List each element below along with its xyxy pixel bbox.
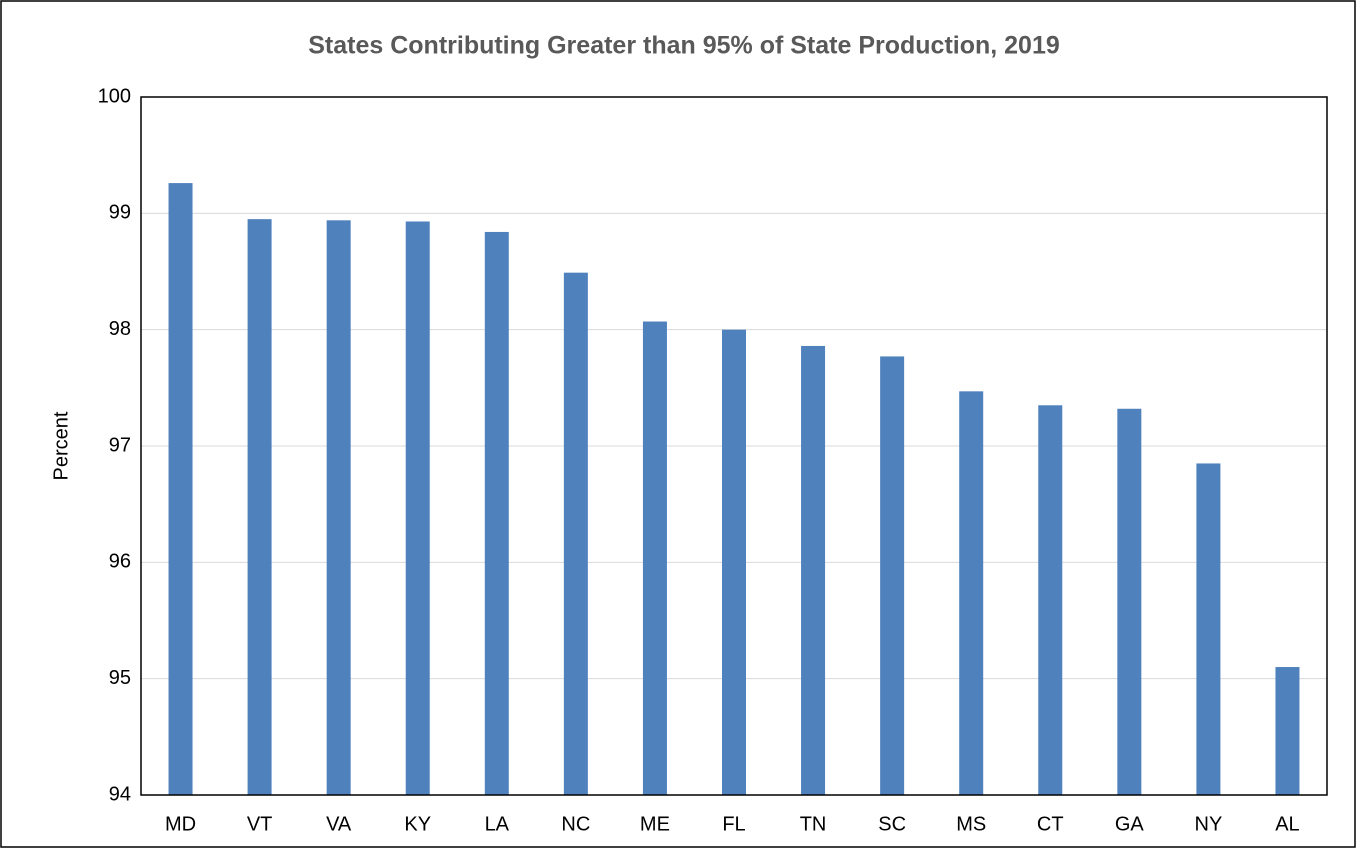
y-tick-label: 98 [109, 318, 131, 340]
x-tick-label: MD [165, 813, 196, 835]
x-tick-label: KY [404, 813, 431, 835]
x-tick-label: GA [1115, 813, 1145, 835]
x-tick-label: NY [1195, 813, 1223, 835]
bar [1196, 463, 1221, 795]
plot-border [140, 96, 1328, 796]
x-tick-label: AL [1275, 813, 1299, 835]
y-tick-label: 94 [109, 783, 131, 805]
bar [247, 219, 272, 795]
x-tick-label: VA [326, 813, 352, 835]
y-axis-label: Percent [50, 411, 72, 480]
bar [959, 391, 984, 795]
bar [168, 183, 193, 795]
x-tick-label: VT [247, 813, 273, 835]
bar [405, 221, 430, 795]
x-tick-label: MS [956, 813, 986, 835]
x-tick-label: TN [800, 813, 827, 835]
bar [642, 321, 667, 795]
bar [326, 220, 351, 795]
chart-title: States Contributing Greater than 95% of … [308, 32, 1060, 60]
bar [722, 329, 746, 795]
x-tick-label: CT [1037, 813, 1064, 835]
bar [563, 272, 588, 795]
x-tick-label: SC [878, 813, 906, 835]
x-tick-label: LA [485, 813, 510, 835]
x-tick-label: FL [722, 813, 745, 835]
bar [1275, 667, 1300, 795]
bar [1038, 405, 1063, 795]
bar [1117, 408, 1142, 795]
bar [880, 356, 905, 795]
bar [801, 345, 826, 795]
bar [484, 231, 509, 796]
y-tick-label: 97 [109, 434, 131, 456]
y-tick-label: 100 [98, 85, 131, 107]
x-tick-label: NC [561, 813, 590, 835]
y-tick-label: 95 [109, 667, 131, 689]
x-tick-label: ME [640, 813, 670, 835]
y-tick-label: 96 [109, 551, 131, 573]
y-tick-label: 99 [109, 202, 131, 224]
